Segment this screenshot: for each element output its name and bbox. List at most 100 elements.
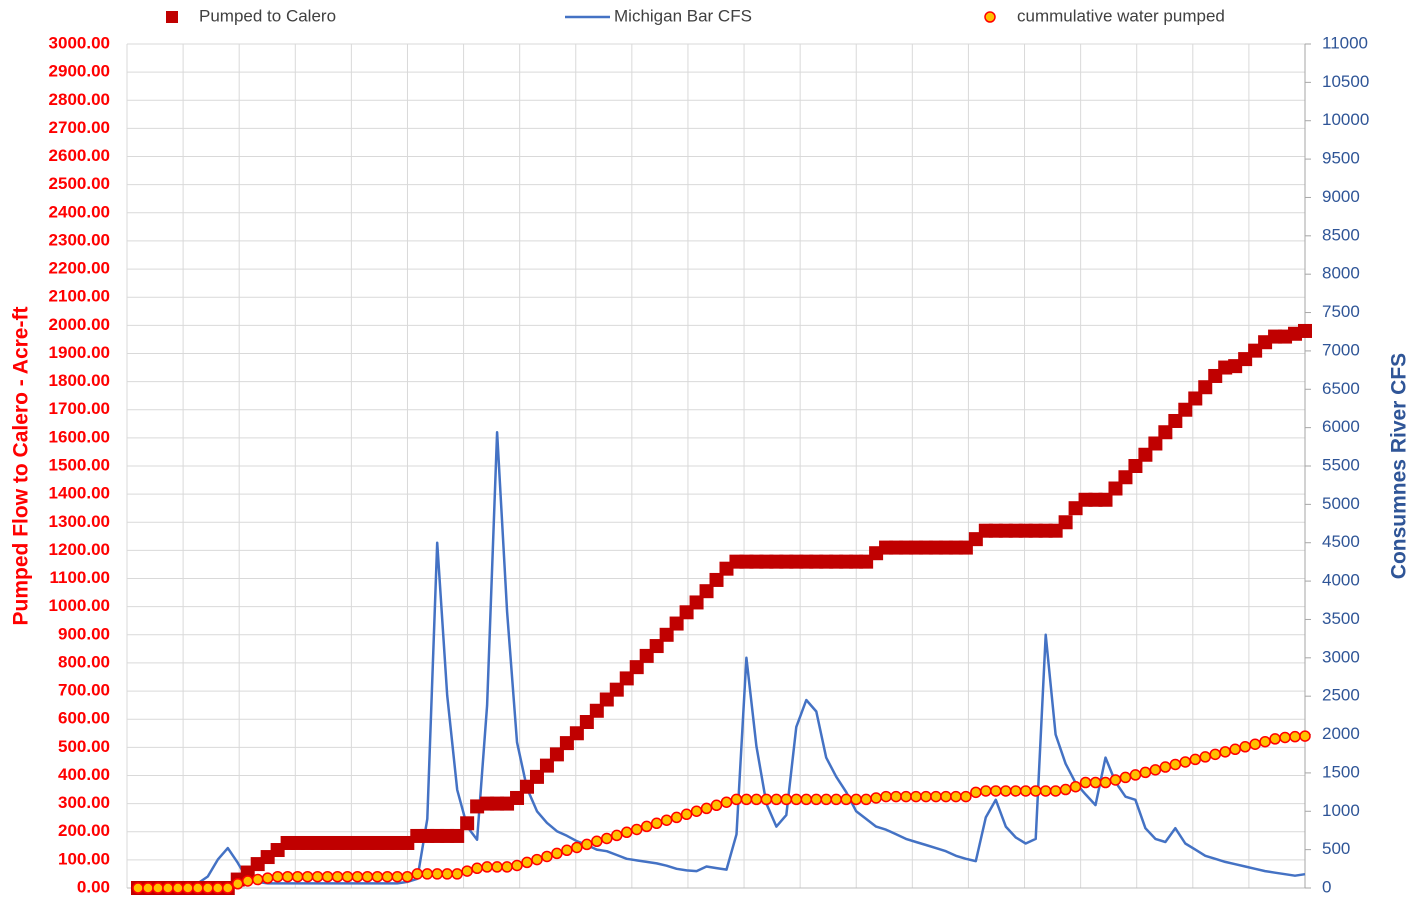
flow-line	[138, 430, 1306, 885]
y2-tick-label: 5000	[1322, 494, 1360, 513]
cumulative-marker	[890, 790, 902, 803]
cumulative-marker	[780, 793, 793, 806]
cumulative-marker	[710, 799, 723, 812]
pumped-marker	[1178, 402, 1193, 417]
cumulative-marker	[1029, 785, 1042, 797]
y2-tick-label: 10500	[1322, 72, 1369, 91]
cumulative-marker	[700, 802, 713, 815]
cumulative-marker	[601, 832, 613, 845]
cumulative-marker	[1299, 730, 1311, 742]
pumped-marker	[1108, 481, 1123, 496]
cumulative-marker	[222, 882, 234, 894]
cumulative-marker	[810, 793, 823, 806]
pumped-marker	[510, 790, 525, 805]
y2-tick-label: 9500	[1322, 149, 1360, 168]
cumulative-marker	[1249, 738, 1261, 750]
cumulative-marker	[1219, 746, 1231, 758]
y-tick-label: 300.00	[58, 793, 110, 812]
cumulative-marker	[371, 870, 384, 883]
y-tick-label: 2800.00	[49, 90, 110, 109]
y-tick-label: 100.00	[58, 849, 110, 868]
pumped-marker	[689, 595, 704, 610]
cumulative-marker	[172, 882, 184, 894]
cumulative-marker	[970, 786, 982, 799]
cumulative-marker	[910, 790, 922, 803]
cumulative-marker	[212, 882, 224, 894]
y2-tick-label: 7500	[1322, 302, 1360, 321]
cumulative-marker	[401, 870, 414, 883]
cumulative-marker	[351, 870, 364, 883]
pumped-marker	[569, 726, 584, 741]
pumped-marker	[579, 715, 594, 730]
pumped-marker	[1138, 447, 1153, 462]
y2-tick-label: 8500	[1322, 225, 1360, 244]
cumulative-marker	[1189, 753, 1202, 766]
cumulative-marker	[231, 878, 244, 890]
cumulative-marker	[391, 870, 404, 883]
pumped-marker	[709, 572, 724, 587]
pumped-marker	[609, 682, 624, 697]
cumulative-marker	[1239, 741, 1251, 753]
cumulative-marker	[900, 790, 912, 803]
y-tick-label: 2000.00	[49, 315, 110, 334]
y2-tick-label: 4500	[1322, 532, 1360, 551]
cumulative-marker	[1009, 785, 1022, 797]
cumulative-marker	[1229, 743, 1241, 756]
pumped-marker	[1198, 380, 1213, 395]
y2-tick-label: 3000	[1322, 647, 1360, 666]
cumulative-marker	[860, 793, 872, 806]
pumped-marker	[1298, 323, 1312, 338]
cumulative-marker	[630, 823, 643, 836]
y-tick-label: 2100.00	[49, 287, 110, 306]
y-tick-label: 1500.00	[49, 455, 110, 474]
y2-tick-label: 1000	[1322, 801, 1360, 820]
pumped-marker	[669, 616, 684, 631]
cumulative-marker	[1119, 771, 1132, 784]
cumulative-marker	[980, 785, 992, 797]
pumped-marker	[699, 584, 714, 599]
cumulative-marker	[1159, 761, 1172, 773]
cumulative-marker	[591, 835, 603, 848]
cumulative-marker	[581, 838, 593, 851]
pumped-marker	[529, 769, 544, 784]
cumulative-marker	[680, 808, 693, 821]
pumped-marker	[1118, 470, 1133, 485]
y-tick-label: 1000.00	[49, 596, 110, 615]
cumulative-marker	[750, 793, 763, 806]
cumulative-marker	[132, 882, 144, 894]
y2-tick-label: 5500	[1322, 455, 1360, 474]
legend-swatch	[166, 11, 178, 23]
cumulative-marker	[960, 790, 972, 803]
y2-tick-label: 2500	[1322, 686, 1360, 705]
cumulative-marker	[830, 793, 842, 806]
cumulative-marker	[1109, 774, 1122, 786]
pumped-marker	[629, 660, 644, 675]
y-tick-label: 1900.00	[49, 343, 110, 362]
y2-tick-label: 2000	[1322, 724, 1360, 743]
cumulative-marker	[990, 785, 1002, 797]
cumulative-marker	[511, 859, 523, 872]
cumulative-marker	[381, 870, 394, 883]
cumulative-marker	[760, 793, 773, 806]
y2-tick-label: 6000	[1322, 417, 1360, 436]
cumulative-marker	[311, 870, 324, 883]
y-tick-label: 700.00	[58, 681, 110, 700]
cumulative-marker	[192, 882, 204, 894]
pumped-marker	[1128, 459, 1143, 473]
pumped-marker	[450, 828, 465, 843]
y2-tick-label: 7000	[1322, 340, 1360, 359]
cumulative-marker	[1019, 785, 1032, 797]
pumped-marker	[649, 639, 664, 654]
legend-label: cummulative water pumped	[1017, 6, 1225, 25]
cumulative-marker	[1139, 766, 1152, 779]
y-tick-label: 2300.00	[49, 230, 110, 249]
y-tick-label: 1200.00	[49, 540, 110, 559]
cumulative-marker	[281, 870, 294, 883]
cumulative-marker	[162, 882, 174, 894]
pumped-marker	[1058, 515, 1073, 530]
cumulative-marker	[670, 811, 683, 824]
y-tick-label: 0.00	[77, 877, 110, 896]
y-tick-label: 2600.00	[49, 146, 110, 165]
pumped-marker	[539, 758, 554, 773]
y2-tick-label: 10000	[1322, 110, 1369, 129]
